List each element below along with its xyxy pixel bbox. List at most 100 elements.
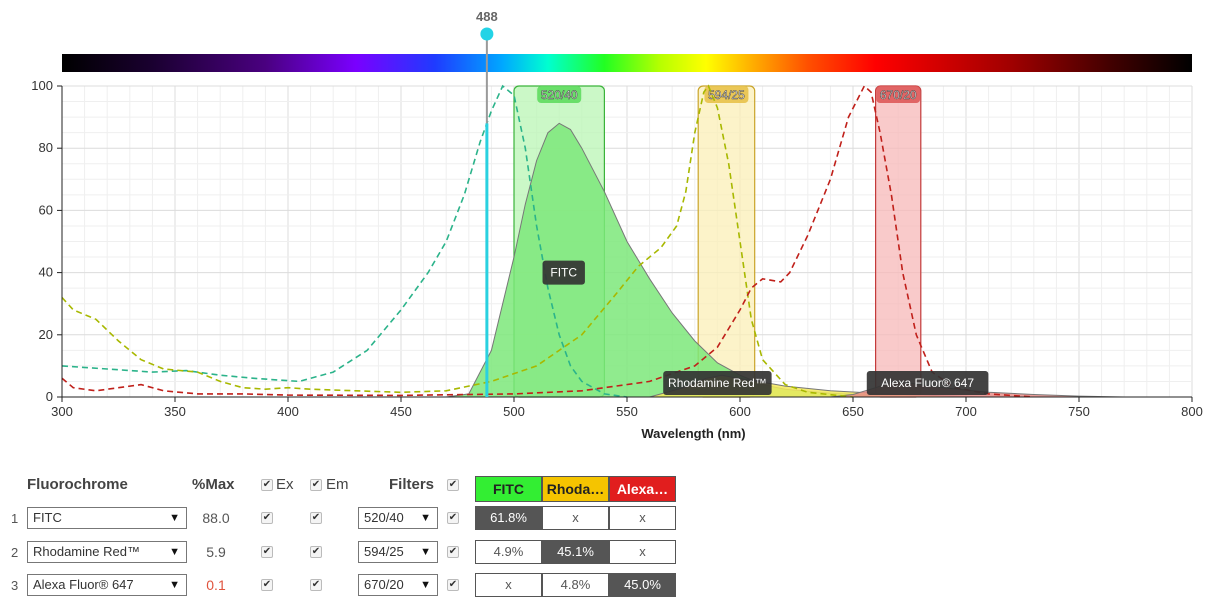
- overlap-cell: x: [542, 506, 609, 530]
- fluorochrome-value: Alexa Fluor® 647: [33, 577, 134, 592]
- filter-checkbox[interactable]: ✔: [447, 546, 459, 558]
- filter-tag-box: [537, 86, 582, 103]
- fluorochrome-table: Fluorochrome %Max ✔ Ex ✔ Em Filters ✔ FI…: [0, 466, 700, 599]
- filter-checkbox[interactable]: ✔: [447, 579, 459, 591]
- y-tick-label: 40: [39, 265, 53, 280]
- filters-all-checkbox[interactable]: ✔: [447, 479, 459, 491]
- excitation-curve: [61, 84, 628, 398]
- ex-checkbox[interactable]: ✔: [261, 546, 273, 558]
- filter-label: 594/25: [708, 88, 745, 102]
- filter-label: 520/40: [541, 88, 578, 102]
- curve-label-text: FITC: [550, 266, 577, 280]
- excitation-curves: [61, 84, 1034, 398]
- fluorochrome-header: Fluorochrome: [27, 476, 128, 493]
- spectrum-chart: 520/40 594/25 670/20 300 350 400 450 500 550 600…: [31, 9, 1203, 441]
- y-tick-label: 80: [39, 140, 53, 155]
- max-header: %Max: [192, 476, 235, 493]
- ex-all-checkbox[interactable]: ✔: [261, 479, 273, 491]
- filter-value: 594/25: [364, 544, 404, 559]
- filter-select[interactable]: 670/20 ▼: [358, 574, 438, 596]
- filter-value: 520/40: [364, 510, 404, 525]
- em-checkbox[interactable]: ✔: [310, 546, 322, 558]
- fluorochrome-value: Rhodamine Red™: [33, 544, 140, 559]
- x-tick-label: 800: [1181, 404, 1203, 419]
- fluorochrome-select[interactable]: FITC ▼: [27, 507, 187, 529]
- fluorochrome-value: FITC: [33, 510, 62, 525]
- spectrum-bar: [62, 54, 1192, 72]
- x-tick-label: 550: [616, 404, 638, 419]
- filter-tag: 520/40: [537, 86, 582, 103]
- filter-col-header[interactable]: FITC: [475, 476, 542, 502]
- em-header: Em: [326, 476, 349, 493]
- filter-tag: 670/20: [876, 86, 921, 103]
- filter-value: 670/20: [364, 577, 404, 592]
- overlap-cell: 4.8%: [542, 573, 609, 597]
- overlap-cell: 4.9%: [475, 540, 542, 564]
- em-all-checkbox[interactable]: ✔: [310, 479, 322, 491]
- laser-line[interactable]: 488: [476, 9, 498, 397]
- x-tick-label: 450: [390, 404, 412, 419]
- dropdown-arrow-icon: ▼: [420, 546, 431, 558]
- max-value: 5.9: [206, 544, 226, 560]
- curve-label: Alexa Fluor® 647: [866, 371, 989, 396]
- y-tick-label: 60: [39, 202, 53, 217]
- overlap-cell: x: [609, 540, 676, 564]
- curve-label-box: [866, 371, 989, 396]
- y-tick-label: 0: [46, 389, 53, 404]
- overlap-cell: 45.0%: [609, 573, 676, 597]
- excitation-curve: [61, 84, 1034, 398]
- overlap-cell: 45.1%: [542, 540, 609, 564]
- ex-checkbox[interactable]: ✔: [261, 579, 273, 591]
- curve-labels: FITC Rhodamine Red™ Alexa Fluor® 647: [542, 260, 989, 396]
- em-checkbox[interactable]: ✔: [310, 512, 322, 524]
- dropdown-arrow-icon: ▼: [169, 546, 180, 558]
- ex-header: Ex: [276, 476, 294, 493]
- x-tick-label: 400: [277, 404, 299, 419]
- y-tick-label: 100: [31, 78, 53, 93]
- fluorochrome-select[interactable]: Rhodamine Red™ ▼: [27, 541, 187, 563]
- filter-checkbox[interactable]: ✔: [447, 512, 459, 524]
- dropdown-arrow-icon: ▼: [169, 579, 180, 591]
- axes: 300 350 400 450 500 550 600 650 700 750 800 0 20 40 60…: [31, 78, 1203, 441]
- overlap-cell: x: [475, 573, 542, 597]
- filter-col-header[interactable]: Alexa…: [609, 476, 676, 502]
- excitation-curve: [61, 84, 854, 398]
- max-value: 0.1: [206, 577, 226, 593]
- filter-band: [874, 85, 922, 398]
- x-tick-label: 650: [842, 404, 864, 419]
- dropdown-arrow-icon: ▼: [169, 512, 180, 524]
- table-row: 3 Alexa Fluor® 647 ▼ 0.1 ✔ ✔ 670/20 ▼ ✔ x …: [0, 571, 700, 599]
- curve-label-box: [542, 260, 585, 285]
- filter-label: 670/20: [880, 88, 917, 102]
- x-tick-label: 600: [729, 404, 751, 419]
- curve-label: Rhodamine Red™: [663, 371, 772, 396]
- x-tick-label: 350: [164, 404, 186, 419]
- curve-label-box: [663, 371, 772, 396]
- em-checkbox[interactable]: ✔: [310, 579, 322, 591]
- curve-label-text: Alexa Fluor® 647: [881, 376, 974, 390]
- max-value: 88.0: [202, 510, 230, 526]
- overlap-cell: x: [609, 506, 676, 530]
- filter-tag-box: [704, 86, 749, 103]
- ex-checkbox[interactable]: ✔: [261, 512, 273, 524]
- y-tick-label: 20: [39, 327, 53, 342]
- filter-band: [697, 85, 756, 398]
- curve-label-text: Rhodamine Red™: [668, 376, 767, 390]
- filter-col-header[interactable]: Rhoda…: [542, 476, 609, 502]
- filters-header: Filters: [389, 476, 435, 493]
- filter-select[interactable]: 594/25 ▼: [358, 541, 438, 563]
- fluorochrome-select[interactable]: Alexa Fluor® 647 ▼: [27, 574, 187, 596]
- x-tick-label: 750: [1068, 404, 1090, 419]
- curve-label: FITC: [542, 260, 585, 285]
- x-tick-label: 500: [503, 404, 525, 419]
- x-tick-label: 700: [955, 404, 977, 419]
- overlap-cell: 61.8%: [475, 506, 542, 530]
- filter-tag: 594/25: [704, 86, 749, 103]
- filter-select[interactable]: 520/40 ▼: [358, 507, 438, 529]
- table-header: Fluorochrome %Max ✔ Ex ✔ Em Filters ✔ FI…: [0, 472, 700, 502]
- x-tick-label: 300: [51, 404, 73, 419]
- x-axis-label: Wavelength (nm): [641, 426, 745, 441]
- table-row: 2 Rhodamine Red™ ▼ 5.9 ✔ ✔ 594/25 ▼ ✔ 4.9%…: [0, 538, 700, 566]
- table-row: 1 FITC ▼ 88.0 ✔ ✔ 520/40 ▼ ✔ 61.8% x x: [0, 504, 700, 532]
- dropdown-arrow-icon: ▼: [420, 512, 431, 524]
